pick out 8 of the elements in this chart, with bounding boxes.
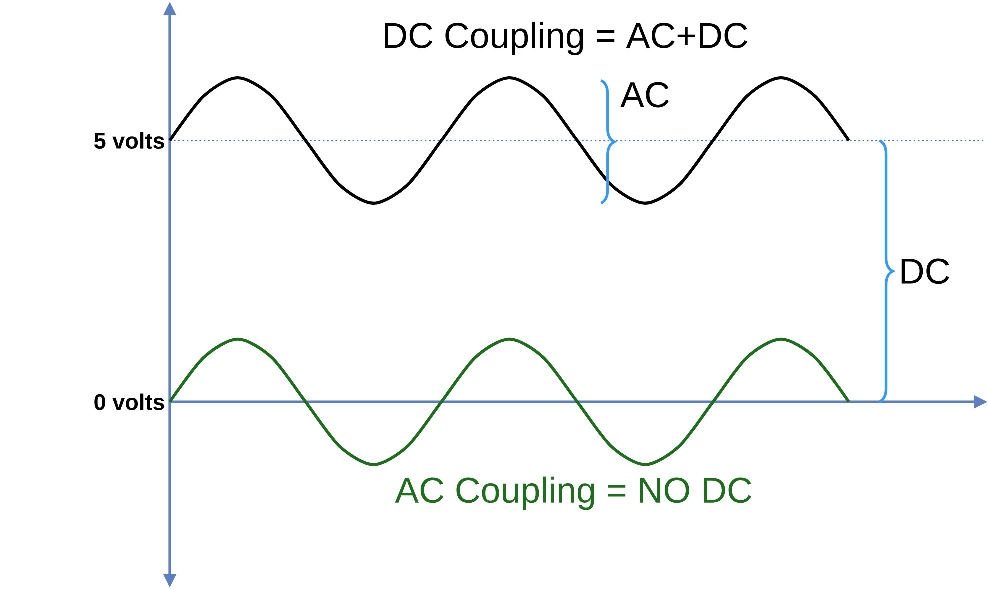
series-label: AC Coupling = NO DC <box>395 476 752 510</box>
series-label: DC Coupling = AC+DC <box>385 22 748 56</box>
annotation: AC <box>620 82 669 108</box>
y-tick-label: 0 volts <box>94 394 164 410</box>
line-series <box>168 338 851 466</box>
line-series <box>168 76 851 205</box>
y-tick-label: 5 volts <box>94 132 164 150</box>
text: DC <box>902 258 950 284</box>
